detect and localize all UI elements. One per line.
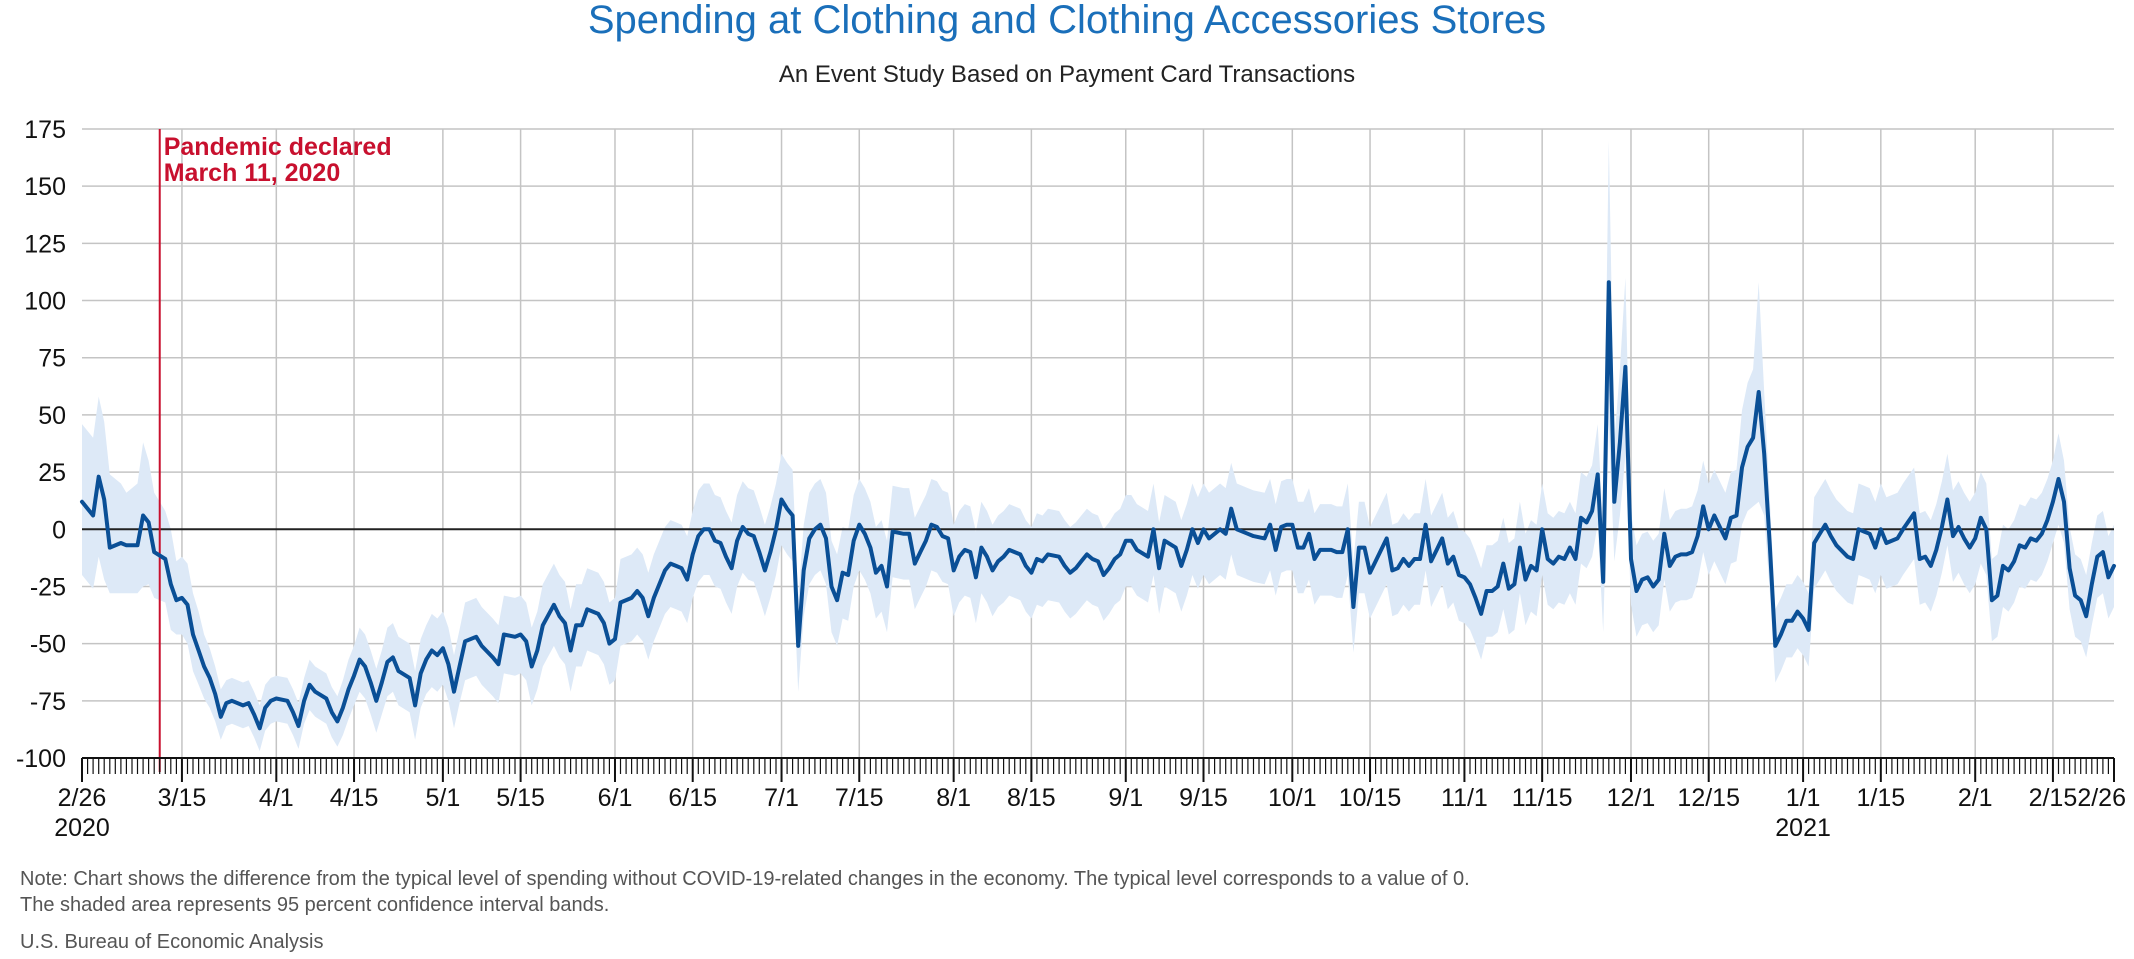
x-axis bbox=[81, 757, 2115, 782]
y-axis-labels: 175 150 125 100 75 50 25 0 -25 -50 -75 -100 bbox=[16, 116, 66, 773]
y-tick-label: -75 bbox=[30, 688, 66, 716]
x-tick-label: 7/15 bbox=[835, 784, 884, 812]
y-tick-label: 50 bbox=[38, 402, 66, 430]
x-tick-label: 1/15 bbox=[1856, 784, 1905, 812]
y-tick-label: -50 bbox=[30, 631, 66, 659]
series-line bbox=[80, 280, 2116, 731]
x-tick-label: 9/15 bbox=[1179, 784, 1228, 812]
note-line1: Note: Chart shows the difference from th… bbox=[20, 868, 1470, 890]
x-tick-label: 2/26 bbox=[2077, 784, 2126, 812]
x-tick-label: 12/15 bbox=[1677, 784, 1740, 812]
x-tick-label: 9/1 bbox=[1108, 784, 1143, 812]
x-tick-label: 8/15 bbox=[1007, 784, 1056, 812]
y-tick-label: 150 bbox=[24, 173, 66, 201]
y-tick-label: 125 bbox=[24, 230, 66, 258]
x-tick-label: 6/1 bbox=[598, 784, 633, 812]
x-tick-label: 10/15 bbox=[1339, 784, 1402, 812]
x-year-label: 2020 bbox=[54, 814, 110, 842]
chart-title: Spending at Clothing and Clothing Access… bbox=[588, 0, 1546, 42]
y-tick-label: 25 bbox=[38, 459, 66, 487]
x-tick-label: 4/1 bbox=[259, 784, 294, 812]
y-tick-label: 100 bbox=[24, 288, 66, 316]
y-tick-label: -100 bbox=[16, 745, 66, 773]
x-tick-label: 2/15 bbox=[2029, 784, 2078, 812]
x-tick-label: 10/1 bbox=[1268, 784, 1317, 812]
x-year-label: 2021 bbox=[1775, 814, 1831, 842]
x-tick-label: 5/15 bbox=[496, 784, 545, 812]
x-tick-label: 11/1 bbox=[1441, 784, 1488, 812]
x-tick-label: 3/15 bbox=[158, 784, 207, 812]
x-tick-label: 1/1 bbox=[1786, 784, 1821, 812]
x-tick-label: 6/15 bbox=[668, 784, 717, 812]
x-tick-label: 2/1 bbox=[1958, 784, 1993, 812]
x-tick-label: 11/15 bbox=[1512, 784, 1573, 812]
y-tick-label: 0 bbox=[52, 516, 66, 544]
confidence-band bbox=[82, 140, 2114, 752]
source-note: U.S. Bureau of Economic Analysis bbox=[20, 931, 323, 953]
x-tick-label: 7/1 bbox=[764, 784, 799, 812]
x-tick-label: 8/1 bbox=[936, 784, 971, 812]
x-tick-label: 2/26 bbox=[58, 784, 107, 812]
x-tick-label: 4/15 bbox=[330, 784, 379, 812]
x-tick-label: 12/1 bbox=[1607, 784, 1656, 812]
y-tick-label: -25 bbox=[30, 573, 66, 601]
note-line2: The shaded area represents 95 percent co… bbox=[20, 894, 609, 916]
x-tick-label: 5/1 bbox=[425, 784, 460, 812]
y-tick-label: 175 bbox=[24, 116, 66, 144]
chart-subtitle: An Event Study Based on Payment Card Tra… bbox=[779, 61, 1355, 88]
event-label-line2: March 11, 2020 bbox=[164, 159, 341, 187]
event-label-line1: Pandemic declared bbox=[164, 133, 392, 161]
y-tick-label: 75 bbox=[38, 345, 66, 373]
